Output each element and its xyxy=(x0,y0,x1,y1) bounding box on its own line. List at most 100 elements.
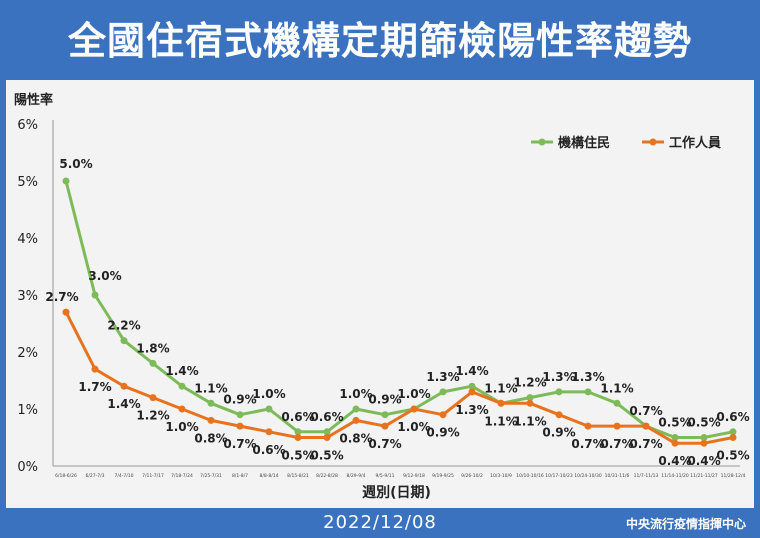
data-label: 1.0% xyxy=(252,387,285,401)
data-point xyxy=(642,422,650,430)
data-label: 3.0% xyxy=(88,269,121,283)
data-label: 1.3% xyxy=(571,370,604,384)
data-point xyxy=(497,399,505,407)
data-point xyxy=(381,411,389,419)
data-label: 1.0% xyxy=(397,420,430,434)
data-point xyxy=(526,394,534,402)
data-label: 1.0% xyxy=(339,387,372,401)
y-tick-label: 6% xyxy=(17,118,38,133)
data-label: 0.7% xyxy=(368,437,401,451)
data-label: 0.9% xyxy=(223,393,256,407)
data-label: 5.0% xyxy=(59,157,92,171)
x-tick-label: 8/22-8/28 xyxy=(316,473,338,479)
data-label: 0.6% xyxy=(281,410,314,424)
data-point xyxy=(671,434,679,441)
data-label: 1.2% xyxy=(136,409,169,423)
x-tick-label: 9/5-9/11 xyxy=(376,473,395,479)
data-point xyxy=(323,434,331,441)
y-tick-label: 5% xyxy=(17,175,38,190)
data-point xyxy=(439,388,447,396)
data-label: 1.8% xyxy=(136,341,169,355)
x-tick-label: 7/25-7/31 xyxy=(200,473,222,479)
x-tick-label: 10/24-10/30 xyxy=(574,473,602,479)
data-label: 1.3% xyxy=(426,370,459,384)
footer: 2022/12/08 中央流行疫情指揮中心 xyxy=(0,508,760,538)
x-tick-label: 9/19-9/25 xyxy=(432,473,454,479)
data-label: 1.1% xyxy=(600,381,633,395)
data-point xyxy=(352,416,360,424)
data-label: 0.7% xyxy=(600,437,633,451)
data-point xyxy=(729,434,737,441)
data-point xyxy=(178,405,186,413)
x-tick-label: 8/29-9/4 xyxy=(347,473,366,479)
data-point xyxy=(236,422,244,430)
line-chart: 陽性率 0% 1% 2% 3% 4% 5% 6% 6/18-6/26 6/27-7/3 7/4-7/… xyxy=(14,92,750,501)
data-point xyxy=(584,388,592,396)
data-label: 1.0% xyxy=(397,387,430,401)
legend-label: 機構住民 xyxy=(558,135,610,151)
data-point xyxy=(178,382,186,390)
data-label: 1.3% xyxy=(542,370,575,384)
data-point xyxy=(700,434,708,441)
x-axis-label: 週別(日期) xyxy=(362,485,431,501)
x-tick-label: 7/18-7/24 xyxy=(171,473,193,479)
data-label: 1.1% xyxy=(484,414,517,428)
x-tick-label: 11/7-11/13 xyxy=(634,473,659,479)
data-point xyxy=(468,388,476,396)
data-point xyxy=(671,439,679,447)
data-label: 1.2% xyxy=(513,376,546,390)
data-label: 0.9% xyxy=(542,426,575,440)
data-label: 0.6% xyxy=(310,410,343,424)
data-point xyxy=(294,428,302,436)
data-point xyxy=(729,428,737,436)
data-point xyxy=(91,291,99,299)
data-point xyxy=(265,405,273,413)
data-label: 1.1% xyxy=(194,381,227,395)
legend-swatch-marker xyxy=(649,138,657,146)
data-point xyxy=(149,394,157,402)
data-point xyxy=(120,337,128,345)
data-point xyxy=(236,411,244,419)
data-point xyxy=(149,359,157,367)
data-point xyxy=(207,399,215,407)
data-label: 1.1% xyxy=(484,381,517,395)
x-tick-label: 7/11-7/17 xyxy=(142,473,164,479)
data-label: 0.6% xyxy=(252,443,285,457)
x-tick-label: 7/4-7/10 xyxy=(115,473,134,479)
data-point xyxy=(613,422,621,430)
x-tick-label: 6/18-6/26 xyxy=(55,473,77,479)
x-tick-label: 10/31-11/6 xyxy=(605,473,630,479)
data-label: 0.4% xyxy=(687,454,720,468)
legend-swatch-marker xyxy=(538,138,546,146)
data-label: 0.7% xyxy=(629,404,662,418)
data-point xyxy=(584,422,592,430)
data-label: 1.4% xyxy=(165,364,198,378)
data-label: 0.7% xyxy=(223,437,256,451)
y-axis-label: 陽性率 xyxy=(14,92,53,108)
data-point xyxy=(62,308,70,316)
data-point xyxy=(700,439,708,447)
data-label: 0.8% xyxy=(194,431,227,445)
x-tick-label: 11/28-12/4 xyxy=(721,473,746,479)
data-label: 0.6% xyxy=(716,410,749,424)
data-point xyxy=(526,399,534,407)
x-tick-label: 10/17-10/23 xyxy=(545,473,573,479)
data-point xyxy=(352,405,360,413)
data-point xyxy=(294,434,302,441)
data-label: 0.7% xyxy=(571,437,604,451)
page-title: 全國住宿式機構定期篩檢陽性率趨勢 xyxy=(67,18,692,63)
data-label: 0.9% xyxy=(426,426,459,440)
legend-label: 工作人員 xyxy=(669,135,721,151)
data-label: 0.9% xyxy=(368,393,401,407)
data-point xyxy=(410,405,418,413)
x-tick-label: 10/10-10/16 xyxy=(516,473,544,479)
x-tick-label: 8/8-8/14 xyxy=(260,473,279,479)
data-label: 1.0% xyxy=(165,420,198,434)
footer-date: 2022/12/08 xyxy=(323,512,437,533)
data-point xyxy=(381,422,389,430)
data-label: 2.7% xyxy=(45,290,78,304)
data-label: 0.4% xyxy=(658,454,691,468)
data-point xyxy=(323,428,331,436)
y-tick-label: 1% xyxy=(17,403,38,418)
